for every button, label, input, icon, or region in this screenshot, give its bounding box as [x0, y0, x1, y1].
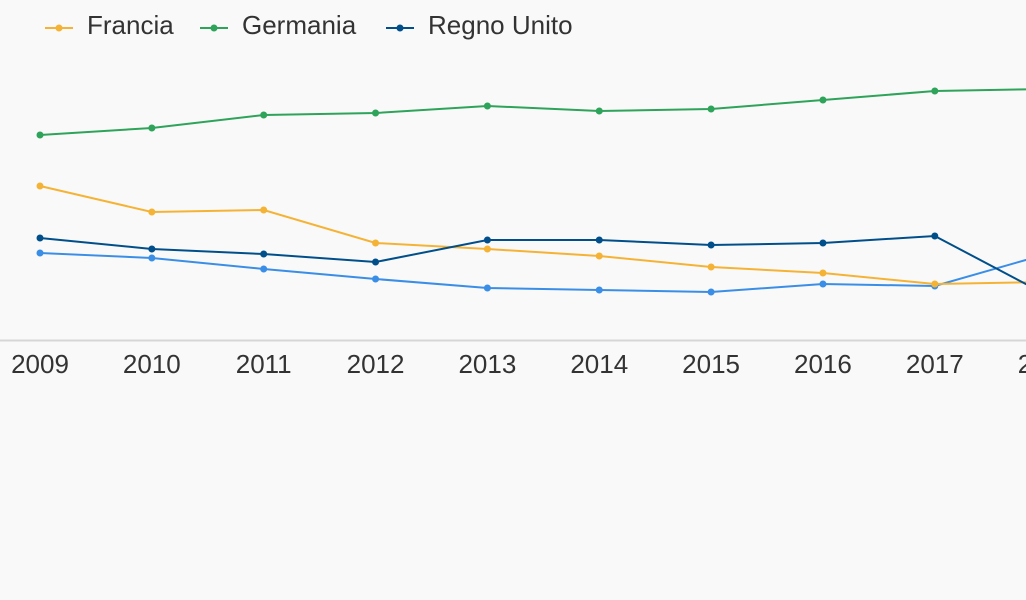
legend-label: Germania: [242, 10, 357, 40]
point-marker: [36, 249, 44, 257]
point-marker: [931, 87, 939, 95]
legend-marker: [210, 24, 218, 32]
point-marker: [931, 280, 939, 288]
point-marker: [707, 263, 715, 271]
point-marker: [36, 234, 44, 242]
x-tick-label: 2017: [906, 349, 964, 379]
point-marker: [372, 109, 380, 117]
point-marker: [260, 206, 268, 214]
x-tick-label: 2014: [570, 349, 628, 379]
point-marker: [148, 254, 156, 262]
legend-marker: [55, 24, 63, 32]
point-marker: [148, 124, 156, 132]
x-tick-label: 2009: [11, 349, 69, 379]
point-marker: [260, 265, 268, 273]
point-marker: [819, 96, 827, 104]
series-line: [39, 252, 1026, 294]
point-marker: [595, 236, 603, 244]
point-marker: [372, 258, 380, 266]
point-marker: [931, 232, 939, 240]
x-tick-label: 2013: [458, 349, 516, 379]
point-marker: [483, 102, 491, 110]
point-marker: [483, 236, 491, 244]
point-marker: [707, 105, 715, 113]
x-tick-label: 2015: [682, 349, 740, 379]
series-line: [39, 234, 1026, 286]
point-marker: [260, 111, 268, 119]
x-tick-label: 2012: [347, 349, 405, 379]
point-marker: [36, 182, 44, 190]
point-marker: [819, 280, 827, 288]
x-tick-label: 2010: [123, 349, 181, 379]
point-marker: [483, 245, 491, 253]
series-line: [39, 185, 1026, 286]
point-marker: [372, 239, 380, 247]
point-marker: [595, 252, 603, 260]
point-marker: [707, 241, 715, 249]
legend-marker: [396, 24, 404, 32]
point-marker: [595, 107, 603, 115]
point-marker: [372, 275, 380, 283]
legend-label: Regno Unito: [428, 10, 573, 40]
series-line: [39, 88, 1026, 136]
legend-label: Francia: [87, 10, 174, 40]
x-tick-label: 2016: [794, 349, 852, 379]
point-marker: [36, 131, 44, 139]
point-marker: [819, 269, 827, 277]
point-marker: [819, 239, 827, 247]
point-marker: [707, 288, 715, 296]
point-marker: [595, 286, 603, 294]
point-marker: [483, 284, 491, 292]
x-tick-label: 2011: [236, 349, 292, 379]
point-marker: [148, 245, 156, 253]
point-marker: [260, 250, 268, 258]
x-tick-label: 2018: [1018, 349, 1026, 379]
point-marker: [148, 208, 156, 216]
